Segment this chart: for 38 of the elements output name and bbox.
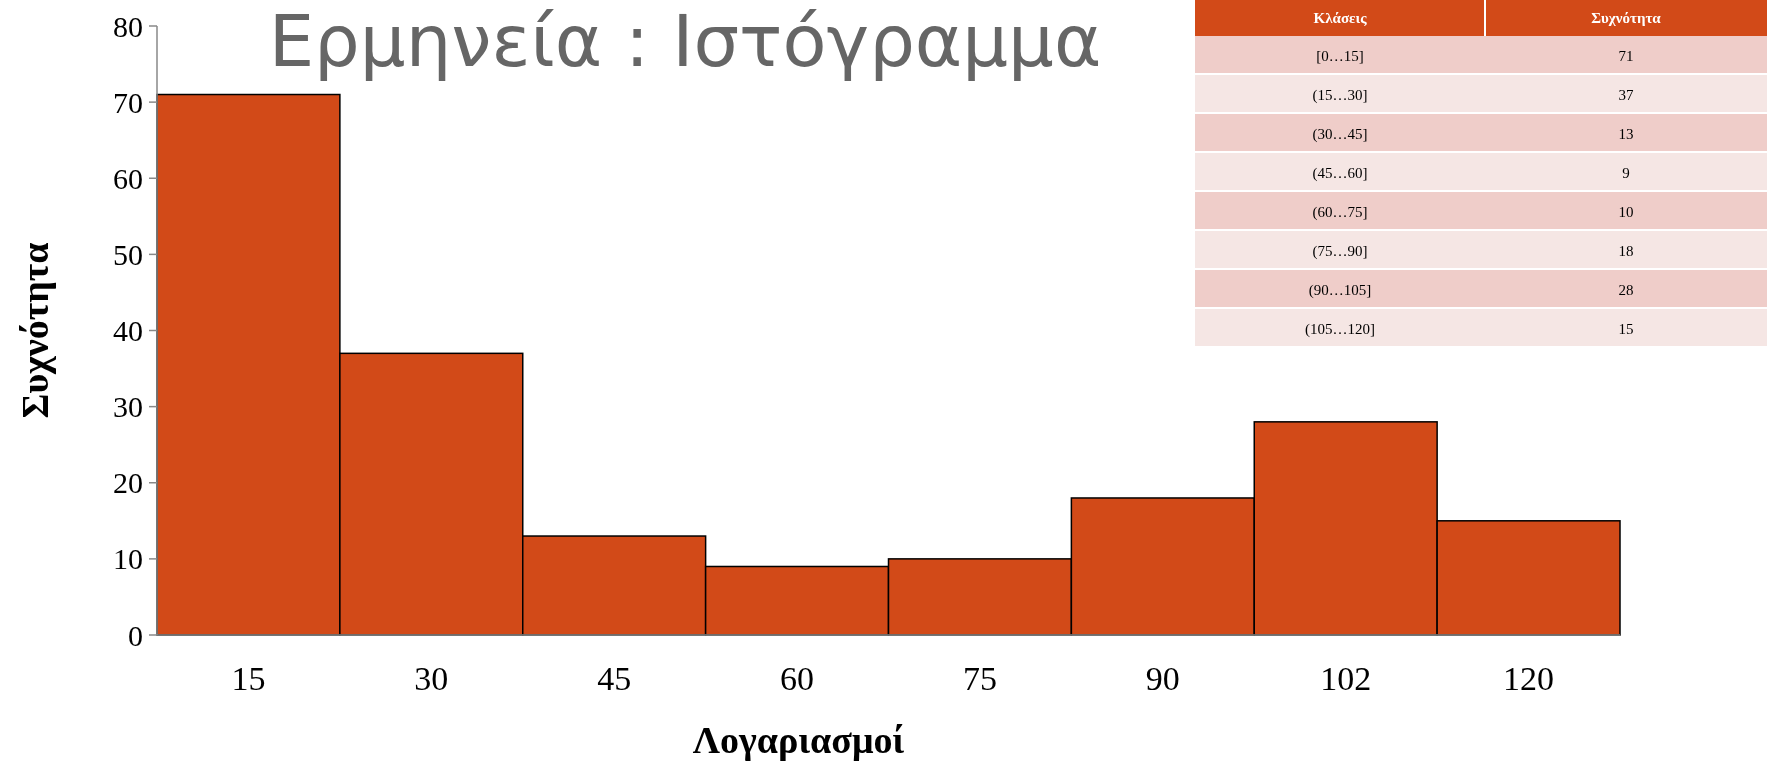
x-tick-label: 60 bbox=[780, 660, 815, 697]
y-tick-label: 40 bbox=[113, 314, 143, 347]
data-label: 28 bbox=[1618, 281, 1634, 298]
x-axis-title: Λογαριασμοί bbox=[692, 719, 905, 761]
data-label: 71 bbox=[1618, 47, 1634, 64]
y-tick-label: 60 bbox=[113, 161, 143, 195]
data-label: 18 bbox=[1618, 242, 1634, 259]
data-label: 37 bbox=[1618, 86, 1634, 103]
chart-title: Ερμηνεία : Ιστόγραμμα bbox=[268, 0, 1102, 83]
x-tick-label: 102 bbox=[1320, 660, 1372, 697]
y-tick-label: 0 bbox=[128, 618, 143, 652]
x-tick-label: 45 bbox=[597, 660, 632, 697]
x-tick-label: 90 bbox=[1145, 660, 1180, 697]
category-label: (30…45] bbox=[1312, 125, 1368, 143]
category-label: (105…120] bbox=[1305, 320, 1375, 338]
data-label: 13 bbox=[1618, 125, 1634, 142]
category-label: (15…30] bbox=[1312, 86, 1368, 104]
x-tick-label: 75 bbox=[962, 660, 997, 697]
category-label: (90…105] bbox=[1308, 281, 1372, 299]
data-label: 10 bbox=[1618, 203, 1634, 220]
x-tick-label: 30 bbox=[414, 660, 449, 697]
y-tick-label: 50 bbox=[113, 237, 143, 271]
y-tick-label: 20 bbox=[113, 466, 143, 500]
category-label: (60…75] bbox=[1312, 203, 1368, 221]
x-tick-label: 120 bbox=[1503, 660, 1555, 697]
category-label: (75…90] bbox=[1312, 242, 1368, 260]
data-label: 15 bbox=[1618, 320, 1634, 337]
category-label: [0…15] bbox=[1316, 47, 1364, 64]
x-tick-label: 15 bbox=[231, 660, 266, 697]
y-tick-label: 30 bbox=[113, 390, 143, 424]
text: Κλάσεις bbox=[1313, 10, 1368, 27]
data-label: 9 bbox=[1622, 164, 1630, 181]
y-tick-label: 70 bbox=[113, 85, 143, 119]
y-axis-title: Συχνότητα bbox=[14, 242, 56, 419]
y-tick-label: 80 bbox=[113, 9, 143, 43]
y-tick-label: 10 bbox=[113, 542, 143, 576]
category-label: (45…60] bbox=[1312, 164, 1368, 182]
text: Συχνότητα bbox=[1591, 10, 1662, 27]
